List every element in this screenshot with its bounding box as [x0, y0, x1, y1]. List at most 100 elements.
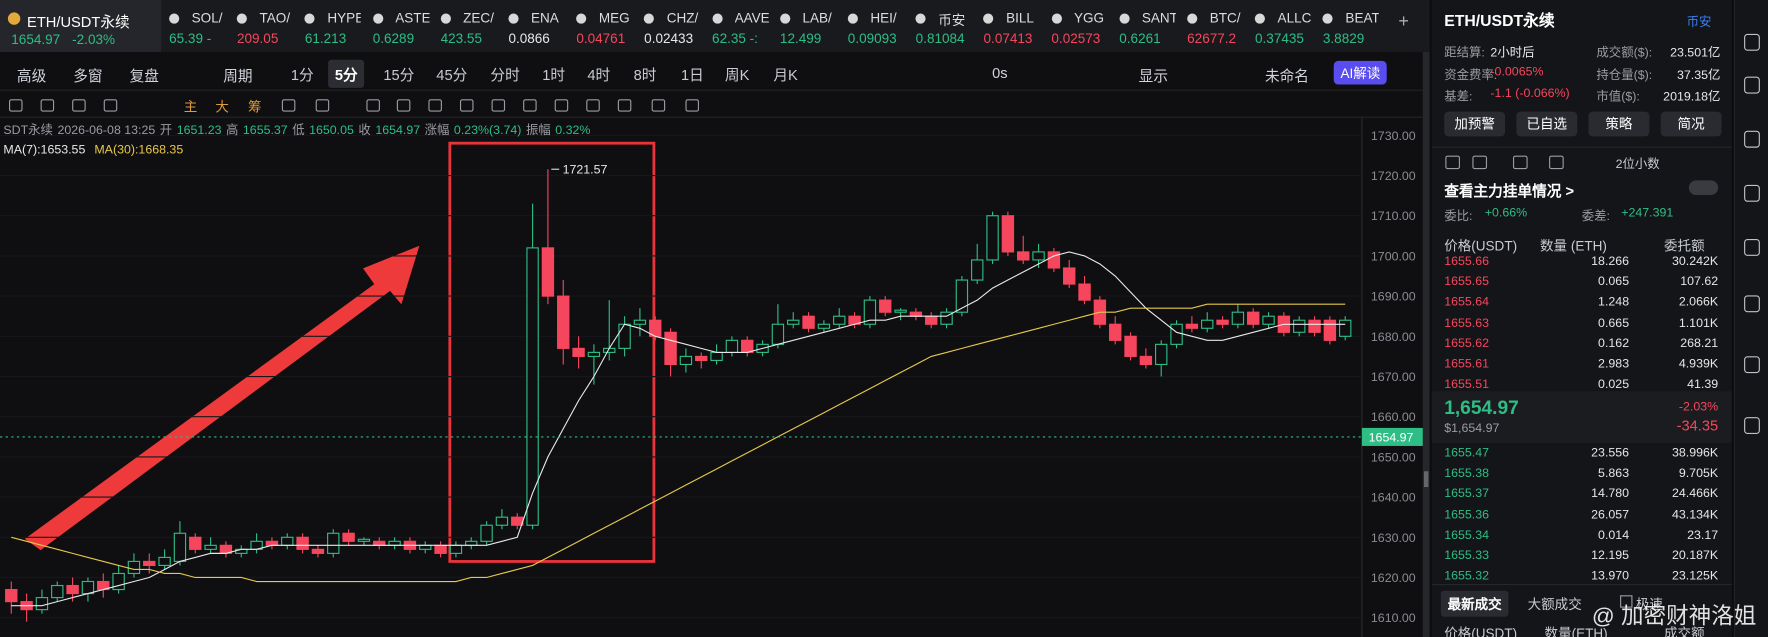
drawing-tool[interactable]: 大 — [215, 99, 229, 115]
tool-icon[interactable] — [428, 99, 442, 112]
book-icon[interactable] — [1549, 155, 1564, 170]
drawing-tool[interactable]: 筹 — [248, 99, 262, 115]
ticker-price: 423.55 — [440, 30, 482, 47]
toolbar-button[interactable]: 多窗 — [73, 67, 103, 85]
period-tab[interactable]: 周K — [724, 66, 750, 84]
ticker-symbol[interactable]: YGG — [1073, 10, 1105, 26]
panel-button[interactable]: 简况 — [1660, 111, 1722, 137]
toolbar-button[interactable]: 未命名 — [1264, 67, 1309, 85]
ticker-symbol[interactable]: TAO/ — [259, 10, 291, 26]
book-price[interactable]: 1655.65 — [1444, 275, 1490, 289]
book-price[interactable]: 1655.64 — [1444, 295, 1490, 310]
book-price[interactable]: 1655.33 — [1444, 549, 1490, 563]
tool-icon[interactable] — [651, 99, 666, 112]
y-tick-label: 1630.00 — [1371, 531, 1416, 545]
period-tab[interactable]: 分时 — [490, 66, 520, 84]
ticker-symbol[interactable]: HYPE — [327, 10, 362, 26]
book-price[interactable]: 1655.66 — [1444, 254, 1490, 269]
tool-icon[interactable] — [554, 99, 569, 112]
book-price[interactable]: 1655.32 — [1444, 569, 1490, 584]
tool-icon[interactable] — [685, 99, 699, 112]
tool-icon[interactable] — [491, 99, 506, 112]
ticker-symbol[interactable]: ETH/USDT永续 — [27, 13, 130, 31]
period-tab[interactable]: 15分 — [383, 66, 415, 84]
tool-icon[interactable] — [366, 99, 380, 112]
toolbar-button[interactable]: 0s — [992, 64, 1008, 82]
ticker-symbol[interactable]: BILL — [1006, 10, 1034, 26]
ticker-symbol[interactable]: 币安 — [938, 12, 966, 29]
book-price[interactable]: 1655.51 — [1444, 377, 1490, 392]
panel-button[interactable]: 已自选 — [1516, 111, 1578, 137]
tool-icon[interactable] — [103, 99, 118, 112]
ticker-symbol[interactable]: LAB/ — [802, 10, 832, 26]
period-tab[interactable]: 4时 — [587, 66, 611, 84]
ticker-symbol[interactable]: SANT — [1141, 10, 1176, 26]
book-price[interactable]: 1655.38 — [1444, 466, 1490, 481]
period-tab[interactable]: 1时 — [542, 66, 566, 84]
book-price[interactable]: 1655.36 — [1444, 507, 1490, 522]
toggle[interactable] — [1688, 180, 1719, 196]
book-price[interactable]: 1655.62 — [1444, 336, 1490, 351]
tool-icon[interactable] — [459, 99, 474, 112]
tool-icon[interactable] — [315, 99, 330, 112]
ticker-symbol[interactable]: CHZ/ — [666, 10, 699, 26]
tool-icon[interactable] — [396, 99, 411, 112]
book-icon[interactable] — [1472, 155, 1488, 170]
side-icon[interactable] — [1744, 295, 1760, 313]
tool-icon[interactable] — [586, 99, 600, 112]
book-price[interactable]: 1655.47 — [1444, 446, 1490, 460]
book-qty: 14.780 — [1591, 487, 1630, 502]
tool-icon[interactable] — [523, 99, 537, 112]
checkbox[interactable] — [1620, 595, 1633, 608]
period-tab[interactable]: 月K — [773, 66, 798, 84]
book-price[interactable]: 1655.34 — [1444, 528, 1490, 543]
trade-tab[interactable]: 最新成交 — [1440, 590, 1509, 617]
ticker-symbol[interactable]: ENA — [531, 10, 559, 26]
tool-icon[interactable] — [72, 99, 86, 112]
ticker-symbol[interactable]: BTC/ — [1209, 10, 1241, 26]
side-icon[interactable] — [1744, 184, 1760, 202]
toolbar-button[interactable]: 周期 — [223, 67, 253, 85]
ticker-dot — [508, 13, 519, 24]
ticker-symbol[interactable]: SOL/ — [191, 10, 223, 26]
tool-icon[interactable] — [40, 99, 55, 112]
side-icon[interactable] — [1744, 417, 1760, 435]
book-icon[interactable] — [1445, 155, 1460, 170]
side-icon[interactable] — [1744, 130, 1760, 148]
ticker-symbol[interactable]: ZEC/ — [463, 10, 494, 26]
book-icon[interactable] — [1512, 155, 1528, 170]
ticker-symbol[interactable]: BEAT — [1345, 10, 1380, 26]
tool-icon[interactable] — [9, 99, 23, 112]
side-icon[interactable] — [1744, 76, 1760, 94]
side-icon[interactable] — [1744, 33, 1760, 51]
precision-select[interactable]: 2位小数 — [1615, 157, 1660, 172]
book-price[interactable]: 1655.37 — [1444, 487, 1490, 502]
depth-link[interactable]: 查看主力挂单情况 > — [1444, 182, 1575, 200]
ticker-symbol[interactable]: HEI/ — [870, 10, 897, 26]
ticker-symbol[interactable]: AAVE — [734, 10, 769, 26]
tool-icon[interactable] — [617, 99, 632, 112]
period-tab[interactable]: 45分 — [436, 66, 468, 84]
side-icon[interactable] — [1744, 239, 1760, 256]
panel-button[interactable]: 策略 — [1588, 111, 1650, 137]
trade-tab[interactable]: 大额成交 — [1527, 596, 1582, 613]
toolbar-button[interactable]: 高级 — [16, 67, 47, 85]
ticker-symbol[interactable]: MEG — [598, 10, 630, 26]
drawing-tool[interactable]: 主 — [183, 99, 198, 115]
toolbar-button[interactable]: 显示 — [1138, 67, 1169, 85]
period-tab[interactable]: 1日 — [680, 66, 704, 84]
exchange-tag[interactable]: 币安 — [1686, 15, 1712, 30]
ticker-symbol[interactable]: ALLC — [1277, 10, 1312, 26]
toolbar-button[interactable]: 复盘 — [129, 67, 159, 85]
book-price[interactable]: 1655.63 — [1444, 316, 1490, 330]
tool-icon[interactable] — [281, 99, 296, 112]
side-icon[interactable] — [1744, 356, 1760, 374]
period-tab[interactable]: 8时 — [633, 66, 657, 84]
book-price[interactable]: 1655.61 — [1444, 357, 1490, 371]
period-tab[interactable]: 5分 — [328, 59, 365, 88]
candle-body — [833, 315, 846, 325]
panel-button[interactable]: 加预警 — [1444, 111, 1506, 137]
ai-button[interactable]: AI解读 — [1333, 60, 1388, 85]
period-tab[interactable]: 1分 — [290, 66, 314, 84]
ticker-symbol[interactable]: ASTE — [395, 10, 430, 26]
